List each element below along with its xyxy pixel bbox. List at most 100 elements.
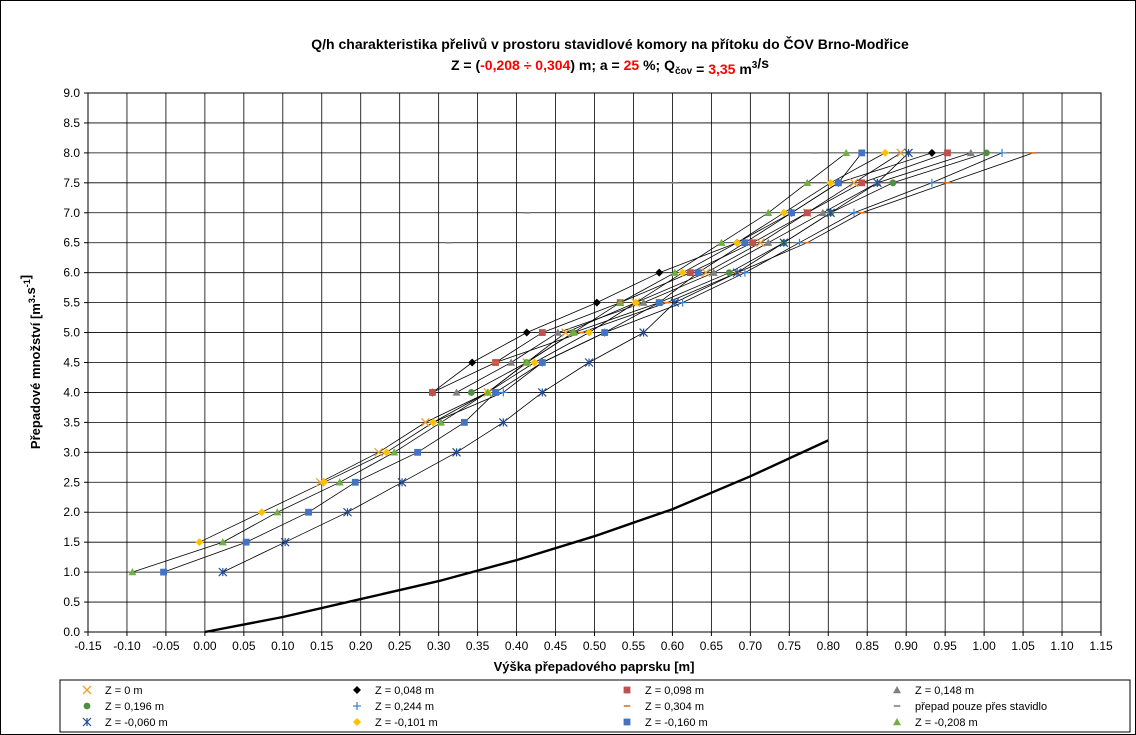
x-tick-label: 0.75	[778, 639, 802, 653]
subtitle-part: ) m; a =	[570, 57, 623, 73]
x-axis-ticks: -0.15 -0.10 -0.05 0.00 0.05 0.10 0.15 0.20 0.25 0…	[74, 632, 1113, 653]
marker-square	[538, 329, 546, 336]
marker-square	[803, 209, 811, 217]
legend-entry: Z = 0,304 m	[623, 701, 704, 713]
marker-x	[82, 685, 92, 695]
legend-label: Z = 0 m	[105, 685, 143, 697]
marker-x	[849, 178, 859, 188]
marker-plus	[678, 298, 687, 307]
marker-diamond	[779, 208, 788, 217]
legend-entry: přepad pouze přes stavidlo	[893, 701, 1047, 713]
x-tick-label: 0.35	[466, 639, 490, 653]
subtitle-part: /s	[757, 55, 769, 71]
y-tick-label: 0.5	[63, 595, 80, 609]
x-tick-label: -0.05	[152, 639, 180, 653]
y-axis-title-part: ]	[18, 275, 33, 279]
chart-title: Q/h charakteristika přelivů v prostoru s…	[311, 35, 909, 52]
marker-triangle	[218, 538, 227, 546]
marker-triangle	[893, 686, 901, 694]
marker-triangle	[553, 328, 562, 336]
marker-square	[834, 179, 842, 187]
subtitle-part: 25	[624, 57, 640, 73]
marker-star	[280, 537, 290, 547]
marker-diamond	[592, 298, 601, 307]
x-tick-label: 1.05	[1011, 639, 1035, 653]
marker-triangle	[273, 508, 282, 516]
marker-triangle	[128, 568, 137, 576]
legend-label: Z = -0,160 m	[645, 717, 708, 729]
marker-star	[82, 717, 92, 727]
marker-square	[242, 538, 250, 546]
y-axis-title-part: Přepadové množství [m	[28, 303, 43, 449]
marker-star	[732, 268, 742, 278]
x-tick-label: 0.90	[895, 639, 919, 653]
marker-triangle	[507, 358, 516, 366]
y-tick-label: 8.5	[63, 116, 80, 130]
marker-star	[537, 388, 547, 397]
marker-square	[429, 389, 436, 396]
marker-plus	[740, 268, 749, 277]
y-tick-label: 5.0	[63, 326, 80, 340]
y-tick-label: 1.0	[63, 565, 80, 579]
x-tick-label: 0.15	[310, 639, 334, 653]
marker-diamond	[522, 328, 531, 337]
marker-plus	[849, 208, 858, 217]
marker-diamond	[631, 298, 640, 307]
marker-diamond	[826, 178, 835, 187]
marker-x	[896, 148, 906, 158]
x-tick-label: 0.40	[505, 639, 529, 653]
marker-star	[904, 148, 913, 158]
marker-star	[218, 567, 228, 577]
marker-square	[858, 149, 866, 157]
characteristic-curve	[495, 152, 1034, 363]
marker-square	[858, 179, 866, 187]
marker-triangle	[390, 448, 399, 456]
marker-x	[561, 328, 571, 338]
legend-entry: Z = 0 m	[82, 685, 143, 697]
subtitle-part: čov	[675, 66, 693, 77]
marker-star	[670, 298, 680, 308]
marker-star	[639, 328, 649, 337]
marker-circle	[889, 179, 897, 187]
y-axis-title-part: 3	[27, 298, 37, 303]
marker-star	[498, 417, 508, 427]
subtitle-part: -0,208 ÷ 0,304	[480, 57, 570, 73]
y-tick-label: 7.5	[63, 176, 80, 190]
marker-square	[741, 239, 749, 247]
characteristic-curve	[433, 152, 1003, 423]
marker-star	[872, 178, 882, 188]
legend-entry: Z = 0,048 m	[353, 685, 434, 697]
y-axis-title: Přepadové množství [m3.s-1]	[18, 275, 43, 449]
marker-square	[694, 269, 702, 277]
marker-diamond	[195, 538, 204, 547]
x-tick-label: 0.30	[427, 639, 451, 653]
x-tick-label: 0.05	[232, 639, 256, 653]
marker-diamond	[881, 148, 890, 157]
legend-entry: Z = -0,101 m	[353, 717, 438, 729]
marker-square	[538, 359, 546, 366]
marker-circle	[725, 269, 733, 277]
x-axis-title: Výška přepadového paprsku [m]	[494, 659, 695, 674]
x-tick-label: 1.15	[1089, 639, 1113, 653]
marker-plus	[353, 702, 361, 710]
data-markers	[128, 148, 1037, 577]
legend-box	[59, 679, 1131, 733]
stavidlo-polyline	[204, 439, 829, 634]
marker-plus	[927, 178, 936, 187]
marker-triangle	[717, 238, 726, 246]
marker-diamond	[585, 328, 594, 337]
marker-square	[160, 568, 167, 576]
marker-triangle	[639, 298, 648, 306]
y-tick-label: 2.5	[63, 475, 80, 489]
x-tick-label: 0.00	[193, 639, 217, 653]
marker-triangle	[709, 268, 718, 276]
x-tick-label: 0.25	[388, 639, 412, 653]
marker-triangle	[522, 358, 531, 366]
marker-plus	[998, 148, 1007, 157]
marker-square	[944, 149, 951, 157]
legend-entry: Z = -0,160 m	[623, 717, 708, 729]
legend-entry: Z = 0,244 m	[353, 701, 434, 713]
marker-square	[623, 686, 631, 694]
x-tick-label: 0.70	[739, 639, 763, 653]
